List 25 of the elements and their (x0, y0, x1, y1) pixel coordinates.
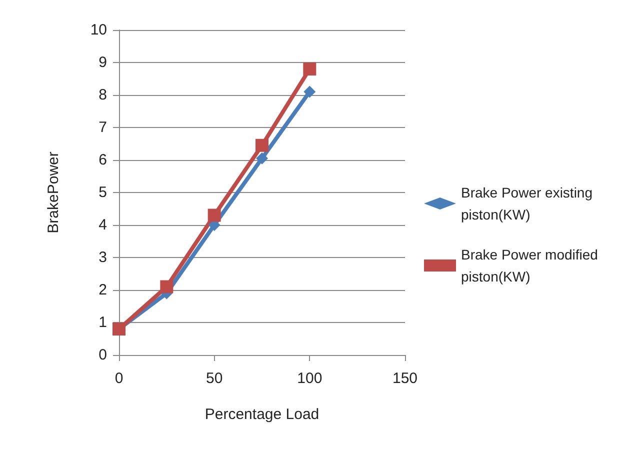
point (208, 208, 221, 222)
y-tick-label: 7 (98, 119, 107, 136)
y-tick-label: 8 (98, 86, 107, 104)
x-axis-title: Percentage Load (204, 406, 320, 423)
x-tick-label: 100 (297, 370, 322, 387)
y-tick-label: 10 (90, 22, 107, 38)
point (304, 86, 316, 98)
point (256, 138, 268, 152)
legend-label: Brake Power modified piston(KW) (461, 246, 602, 284)
y-tick-label: 2 (98, 282, 107, 298)
y-tick-label: 6 (98, 152, 107, 168)
x-tick-label: 150 (392, 370, 418, 387)
y-tick-label: 9 (98, 54, 107, 71)
y-tick-label: 1 (98, 314, 107, 331)
y-axis-title: BrakePower (45, 152, 62, 234)
x-tick-label: 0 (114, 370, 124, 387)
point (256, 152, 268, 164)
y-tick-label: 5 (98, 184, 107, 201)
x-tick-label: 50 (206, 370, 223, 387)
y-tick-label: 4 (98, 216, 107, 234)
point (303, 62, 316, 76)
point (160, 280, 174, 294)
y-tick-label: 3 (98, 249, 107, 266)
legend-label: Brake Power existing piston(KW) (461, 184, 596, 222)
y-tick-label: 0 (98, 346, 107, 364)
